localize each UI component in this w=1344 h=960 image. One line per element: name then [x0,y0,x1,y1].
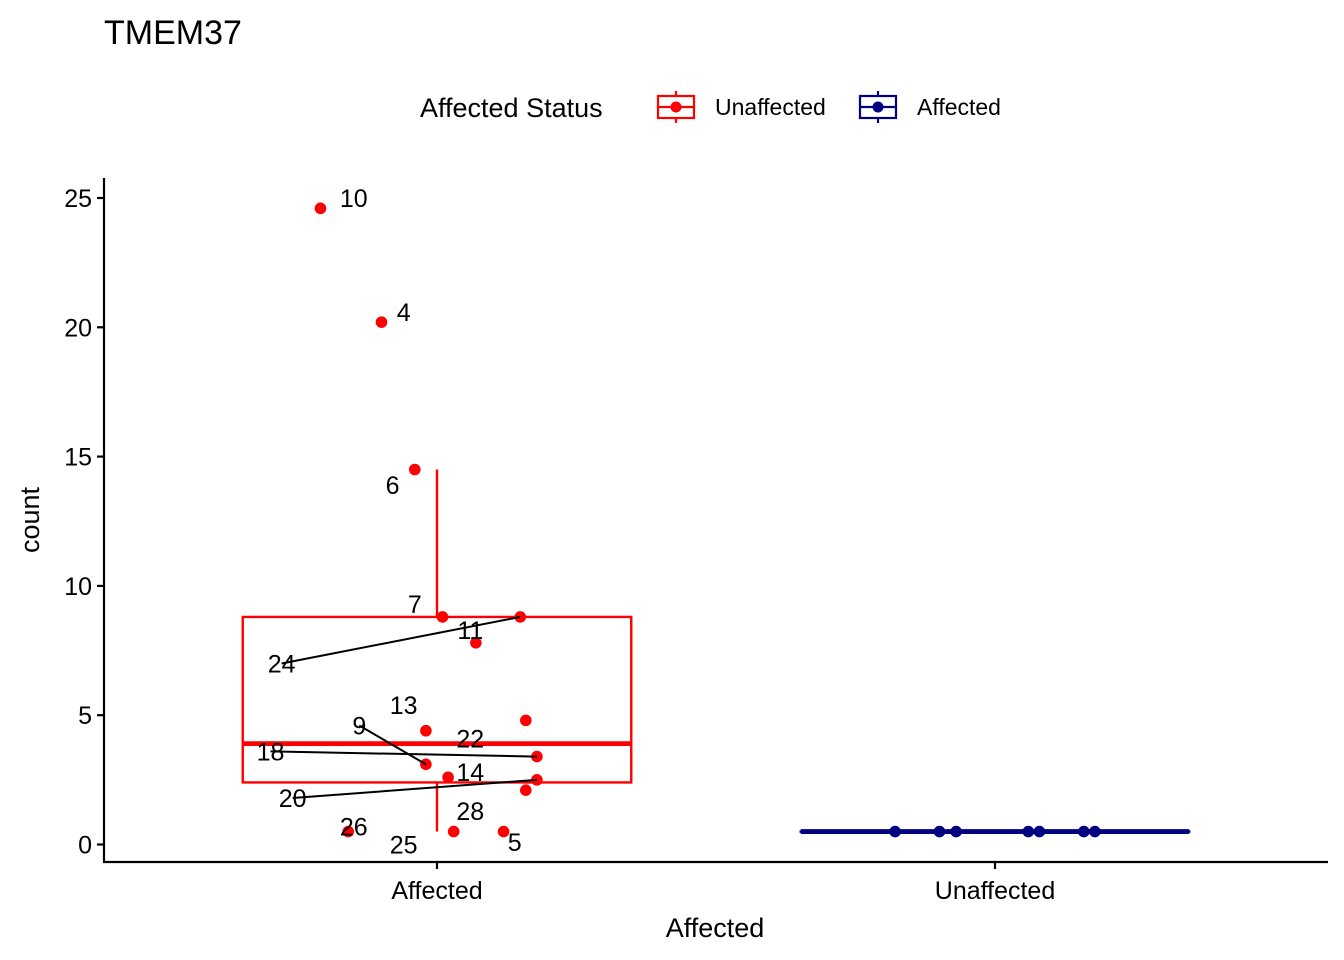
data-point [520,714,532,727]
point-label: 20 [279,785,307,813]
point-label: 24 [268,650,296,678]
point-label: 6 [386,472,400,500]
data-point [1033,825,1046,838]
point-label: 11 [457,617,483,645]
point-label: 18 [257,738,285,766]
legend-label: Affected [917,94,1001,120]
legend-label: Unaffected [715,94,826,120]
point-label: 10 [340,185,368,213]
x-tick-label: Affected [391,877,482,905]
legend-key-unaffected [656,91,696,123]
point-label: 5 [508,829,522,857]
data-point [420,758,432,771]
y-axis-title: count [15,486,45,553]
point-label: 7 [408,591,422,619]
y-tick-label: 5 [78,702,92,730]
y-ticks: 0 5 10 15 20 25 [64,185,104,860]
label-leader-line [270,750,537,758]
data-point [436,611,449,623]
point-label: 22 [456,725,484,753]
point-label: 4 [397,299,411,327]
y-tick-label: 0 [78,832,92,860]
legend-key-point [872,101,884,113]
data-point [447,825,460,838]
point-label: 28 [456,798,484,826]
boxes [241,469,1191,834]
data-point [420,724,432,737]
data-point [933,825,946,838]
point-label: 25 [390,832,418,860]
data-point [497,825,510,838]
legend-title: Affected Status [420,93,603,123]
data-point [314,202,327,215]
data-point [342,825,355,838]
data-point [1089,825,1101,838]
label-leader-line [292,778,537,799]
y-tick-label: 20 [64,314,92,342]
box-affected [241,469,633,832]
y-tick-label: 25 [64,185,92,213]
data-points [314,202,1101,838]
data-point [375,316,388,328]
y-tick-label: 15 [64,444,92,472]
data-point [520,784,532,796]
data-point [442,771,454,784]
label-leader-line [358,724,427,766]
legend-key-point [670,101,682,113]
point-label: 26 [340,813,368,841]
legend-key-affected [858,91,898,123]
data-point [470,636,482,649]
chart-title: TMEM37 [104,14,242,52]
point-label: 14 [456,759,484,787]
legend: Affected Status Unaffected Affected [420,91,1001,123]
y-tick-label: 10 [64,573,92,601]
point-label: 13 [390,692,418,720]
box-iqr [241,615,633,784]
label-leader-line [281,615,521,665]
x-axis-title: Affected [666,913,765,943]
x-ticks: Affected Unaffected [391,862,1055,905]
point-label: 9 [352,713,366,741]
data-point [950,825,962,838]
x-tick-label: Unaffected [935,877,1055,905]
data-point [1078,825,1090,838]
point-labels: 10 4 6 7 11 24 13 22 9 18 14 20 28 26 25 5 [257,185,537,860]
data-point [409,463,421,476]
axes [102,178,1328,864]
data-point [889,825,901,838]
data-point [1022,825,1035,838]
